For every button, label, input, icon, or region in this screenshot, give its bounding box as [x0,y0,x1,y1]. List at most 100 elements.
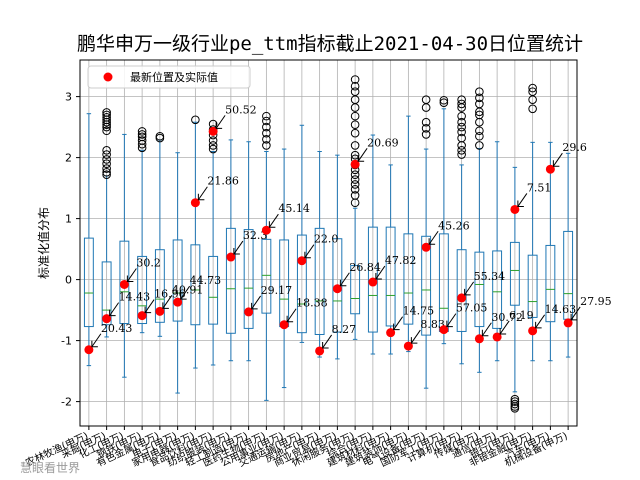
annotation-label: 55.34 [474,270,506,283]
outlier-point [102,155,111,164]
annotation-label: 14.75 [403,305,435,318]
annotation-label: 14.43 [119,291,151,304]
watermark: 慧眼看世界 [20,460,80,475]
annotation-arrow-head [375,273,382,280]
annotation-label: 20.43 [101,322,133,335]
annotation-arrow-head [233,248,240,255]
annotation-arrow-shaft [286,308,297,323]
box-iqr [474,251,485,328]
annotation-arrow-shaft [464,281,475,296]
annotation-arrow-head [499,327,507,335]
legend-marker [103,72,113,82]
outlier-point [350,185,360,194]
outlier-point [137,127,147,136]
outlier-point [350,111,360,121]
latest-point [528,326,538,336]
box-iqr [403,233,414,325]
outlier-point [528,83,537,93]
latest-point [119,279,129,289]
latest-point [421,242,431,252]
outlier-point [457,133,466,143]
outlier-point [262,135,271,144]
annotation-label: 45.26 [438,219,470,232]
latest-point [84,345,94,355]
box-iqr [243,229,254,329]
latest-point [261,225,271,235]
outlier-point [350,150,360,160]
annotation-arrow-head [162,302,169,309]
outlier-point [102,110,111,120]
annotation-arrow-head [109,309,116,317]
box-iqr [101,261,112,326]
annotation-arrow-shaft [446,313,457,327]
outlier-point [475,141,484,150]
annotation-label: 50.52 [225,103,257,116]
annotation-arrow-head [552,160,560,167]
annotation-arrow-head [197,193,205,201]
y-tick-label: 2 [65,152,72,165]
latest-point [173,297,183,307]
annotation-label: 30.72 [491,311,523,324]
outlier-point [102,164,111,173]
latest-point [474,334,484,344]
annotation-arrow-head [215,122,223,129]
latest-point [563,318,573,328]
annotation-label: 8.27 [332,323,357,336]
annotation-arrow-shaft [499,320,510,335]
y-tick-label: 3 [65,91,72,104]
outlier-point [475,99,484,109]
outlier-point [350,75,360,84]
annotation-label: 44.73 [190,274,222,287]
annotation-label: 18.38 [296,297,328,310]
box-iqr [367,226,378,333]
outlier-point [528,87,537,97]
outlier-point [137,136,147,145]
latest-point [403,341,413,351]
annotation-arrow-shaft [91,333,102,348]
annotation-arrow-shaft [233,240,244,255]
outlier-point [102,159,111,168]
outlier-point [457,117,466,127]
axes-frame [79,59,578,427]
outlier-point [350,175,360,184]
annotation-arrow-head [339,279,347,287]
annotation-arrow-head [251,302,258,310]
plot-area: 20.4314.4330.216.9640.9144.7321.8650.523… [23,59,612,469]
annotation-arrow-shaft [109,302,120,316]
latest-point [208,126,218,136]
annotation-arrow-shaft [535,314,546,329]
outlier-point [475,126,484,136]
outlier-point [457,111,466,121]
outlier-point [510,404,520,413]
outlier-point [457,145,466,155]
outlier-point [102,150,111,159]
box-iqr [190,244,201,326]
annotation-arrow-head [180,293,187,300]
annotation-arrow-head [393,323,400,331]
outlier-point [528,104,537,114]
latest-point [457,293,467,303]
outlier-point [421,124,431,133]
outlier-point [475,131,484,141]
annotation-arrow-shaft [304,244,315,258]
outlier-point [350,87,360,97]
outlier-point [208,136,218,145]
outlier-point [350,120,360,129]
outlier-point [457,99,466,109]
annotation-label: 32.3 [243,229,268,242]
annotation-arrow-head [286,315,294,323]
annotation-arrow-head [410,337,418,344]
annotation-arrow-shaft [215,115,226,129]
box-iqr [385,226,396,327]
annotation-arrow-shaft [126,268,137,282]
box-iqr [261,238,272,314]
outlier-point [350,141,360,150]
annotation-arrow-head [91,340,98,348]
latest-point [297,256,307,266]
outlier-point [262,122,271,132]
box-iqr [456,249,467,332]
annotation-arrow-head [446,320,453,328]
annotation-arrow-head [268,221,276,228]
box-iqr [527,254,538,318]
